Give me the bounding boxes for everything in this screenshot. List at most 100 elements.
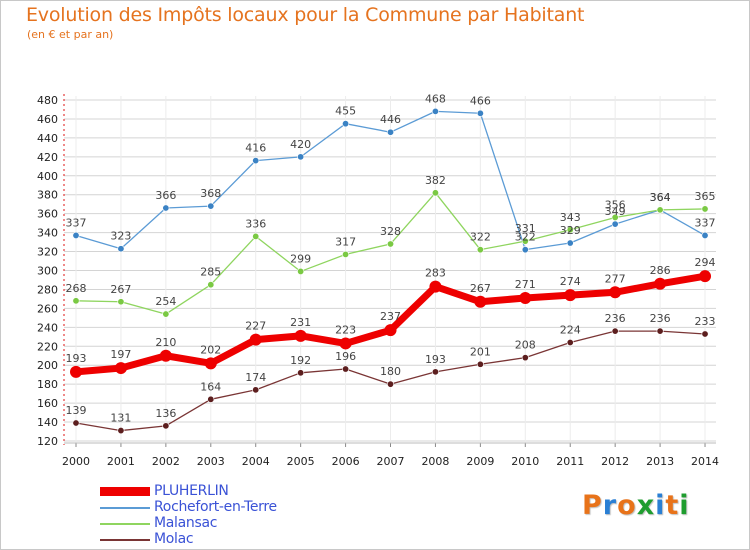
x-tick-label: 2008	[421, 455, 449, 468]
data-label-molac: 174	[245, 371, 266, 384]
y-tick-label: 160	[37, 397, 58, 410]
data-label-malansac: 336	[245, 217, 266, 230]
data-label-pluherlin: 267	[470, 282, 491, 295]
data-label-malansac: 331	[515, 222, 536, 235]
point-rochefort-en-terre	[252, 157, 260, 165]
data-label-molac: 131	[110, 412, 131, 425]
data-label-rochefort-en-terre: 322	[515, 231, 536, 244]
legend-label-rochefort: Rochefort-en-Terre	[154, 499, 277, 515]
x-tick-label: 2003	[197, 455, 225, 468]
data-label-rochefort-en-terre: 349	[605, 205, 626, 218]
x-tick-label: 2004	[242, 455, 270, 468]
point-rochefort-en-terre	[701, 231, 709, 239]
point-pluherlin	[339, 337, 352, 350]
data-label-rochefort-en-terre: 416	[245, 142, 266, 155]
data-label-molac: 236	[605, 312, 626, 325]
point-malansac	[252, 232, 260, 240]
legend-label-malansac: Malansac	[154, 515, 218, 531]
legend-label-pluherlin: PLUHERLIN	[154, 483, 229, 499]
y-tick-label: 140	[37, 416, 58, 429]
x-tick-label: 2006	[332, 455, 360, 468]
y-tick-label: 460	[37, 113, 58, 126]
data-label-pluherlin: 197	[110, 348, 131, 361]
data-label-malansac: 343	[560, 211, 581, 224]
point-rochefort-en-terre	[431, 107, 439, 115]
data-label-pluherlin: 283	[425, 267, 446, 280]
data-label-molac: 208	[515, 339, 536, 352]
data-label-molac: 196	[335, 350, 356, 363]
data-label-malansac: 364	[650, 191, 671, 204]
data-label-malansac: 267	[110, 283, 131, 296]
y-tick-label: 380	[37, 189, 58, 202]
data-label-molac: 236	[650, 312, 671, 325]
chart-subtitle: (en € et par an)	[27, 28, 114, 41]
point-molac	[117, 427, 125, 435]
y-tick-label: 300	[37, 265, 58, 278]
point-rochefort-en-terre	[297, 153, 305, 161]
point-molac	[342, 365, 350, 373]
y-tick-label: 400	[37, 170, 58, 183]
legend-swatch-pluherlin	[100, 487, 150, 496]
data-label-rochefort-en-terre: 446	[380, 113, 401, 126]
data-label-molac: 192	[290, 354, 311, 367]
x-tick-label: 2007	[377, 455, 405, 468]
y-tick-label: 320	[37, 246, 58, 259]
point-pluherlin	[114, 362, 127, 375]
data-label-pluherlin: 210	[155, 336, 176, 349]
point-malansac	[701, 205, 709, 213]
data-label-malansac: 317	[335, 235, 356, 248]
data-label-molac: 224	[560, 323, 581, 336]
point-molac	[566, 338, 574, 346]
point-malansac	[431, 189, 439, 197]
y-tick-label: 200	[37, 359, 58, 372]
point-pluherlin	[384, 324, 397, 337]
point-pluherlin	[429, 280, 442, 293]
data-label-malansac: 285	[200, 266, 221, 279]
point-pluherlin	[564, 289, 577, 302]
y-tick-label: 440	[37, 132, 58, 145]
series	[70, 107, 712, 435]
y-tick-label: 280	[37, 283, 58, 296]
data-label-malansac: 254	[155, 295, 176, 308]
point-rochefort-en-terre	[342, 120, 350, 128]
data-label-pluherlin: 193	[66, 352, 87, 365]
point-pluherlin	[609, 286, 622, 299]
y-tick-label: 220	[37, 340, 58, 353]
x-tick-label: 2002	[152, 455, 180, 468]
point-rochefort-en-terre	[521, 246, 529, 254]
point-malansac	[72, 297, 80, 305]
x-tick-label: 2001	[107, 455, 135, 468]
point-malansac	[656, 206, 664, 214]
point-molac	[297, 369, 305, 377]
y-tick-label: 420	[37, 151, 58, 164]
point-malansac	[611, 213, 619, 221]
point-malansac	[297, 267, 305, 275]
data-label-malansac: 322	[470, 231, 491, 244]
x-tick-label: 2009	[466, 455, 494, 468]
data-label-malansac: 356	[605, 198, 626, 211]
data-label-rochefort-en-terre: 366	[155, 189, 176, 202]
point-rochefort-en-terre	[117, 245, 125, 253]
y-tick-label: 360	[37, 208, 58, 221]
data-label-pluherlin: 277	[605, 272, 626, 285]
chart-title: Evolution des Impôts locaux pour la Comm…	[26, 4, 585, 26]
point-pluherlin	[70, 365, 82, 378]
point-malansac	[387, 240, 395, 248]
data-label-pluherlin: 271	[515, 278, 536, 291]
point-malansac	[207, 281, 215, 289]
point-molac	[431, 368, 439, 376]
x-tick-label: 2000	[62, 455, 90, 468]
point-molac	[521, 354, 529, 362]
data-label-molac: 136	[155, 407, 176, 420]
point-molac	[476, 360, 484, 368]
point-molac	[252, 386, 260, 394]
data-label-pluherlin: 294	[695, 256, 716, 269]
x-tick-label: 2010	[511, 455, 539, 468]
point-malansac	[521, 237, 529, 245]
data-label-pluherlin: 202	[200, 343, 221, 356]
y-tick-label: 480	[37, 94, 58, 107]
legend-swatch-rochefort	[100, 507, 150, 509]
point-molac	[701, 330, 709, 338]
grid	[64, 96, 716, 443]
